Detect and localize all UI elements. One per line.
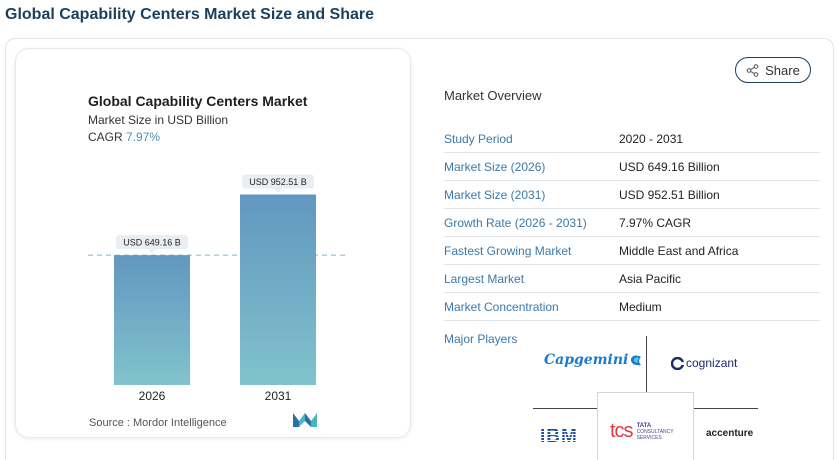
tcs-line-1: TATA xyxy=(636,422,652,429)
data-label-pointer xyxy=(274,188,282,193)
overview-row-label[interactable]: Market Size (2031) xyxy=(444,187,546,202)
share-button[interactable]: Share xyxy=(735,57,811,83)
overview-row-value: USD 649.16 Billion xyxy=(619,159,720,174)
overview-row-label[interactable]: Market Concentration xyxy=(444,299,559,314)
players-divider-vertical xyxy=(646,336,647,392)
overview-row: Fastest Growing Market Middle East and Af… xyxy=(444,237,820,265)
cagr-value: 7.97% xyxy=(126,130,161,144)
capgemini-logo-text: Capgemini xyxy=(544,352,629,368)
overview-row-value: Asia Pacific xyxy=(619,271,682,286)
share-icon xyxy=(746,63,759,77)
overview-row: Market Size (2031) USD 952.51 Billion xyxy=(444,181,820,209)
overview-row-label[interactable]: Study Period xyxy=(444,131,513,146)
page-title: Global Capability Centers Market Size an… xyxy=(5,6,374,23)
players-divider-right xyxy=(694,408,758,409)
overview-row: Largest Market Asia Pacific xyxy=(444,265,820,293)
data-label-background xyxy=(242,174,314,189)
overview-row-value: Middle East and Africa xyxy=(619,243,739,258)
accenture-logo: accenture xyxy=(706,428,753,439)
mordor-logo-icon xyxy=(293,413,317,427)
overview-row-value: Medium xyxy=(619,299,662,314)
data-label-pointer xyxy=(148,249,156,254)
tcs-line-3: SERVICES xyxy=(636,434,662,441)
major-players-label: Major Players xyxy=(444,332,518,346)
market-overview-title: Market Overview xyxy=(444,88,542,103)
x-tick-label: 2031 xyxy=(265,389,292,403)
overview-row: Growth Rate (2026 - 2031) 7.97% CAGR xyxy=(444,209,820,237)
accenture-logo-text: accenture xyxy=(706,428,754,439)
ibm-logo-text: IBM xyxy=(540,426,578,447)
data-label: USD 649.16 B xyxy=(123,238,181,248)
cognizant-icon xyxy=(671,356,684,370)
share-label: Share xyxy=(765,62,800,78)
overview-row: Market Concentration Medium xyxy=(444,293,820,321)
ibm-logo: IBM xyxy=(540,426,578,448)
source-note: Source : Mordor Intelligence xyxy=(89,417,227,429)
chart-subtitle: Market Size in USD Billion xyxy=(88,113,229,127)
bar-2026 xyxy=(114,255,190,385)
capgemini-logo: Capgemini xyxy=(544,352,643,368)
tcs-logo-text: tcs xyxy=(610,420,634,442)
data-label-background xyxy=(116,235,188,250)
x-tick-label: 2026 xyxy=(139,389,166,403)
bar-2031 xyxy=(240,194,316,385)
overview-row: Market Size (2026) USD 649.16 Billion xyxy=(444,153,820,181)
overview-row-value: 7.97% CAGR xyxy=(619,215,692,230)
overview-row: Study Period 2020 - 2031 xyxy=(444,125,820,153)
overview-row-label[interactable]: Market Size (2026) xyxy=(444,159,546,174)
overview-row-label[interactable]: Largest Market xyxy=(444,271,525,286)
overview-row-label[interactable]: Growth Rate (2026 - 2031) xyxy=(444,215,587,230)
chart-title: Global Capability Centers Market xyxy=(88,93,308,109)
players-divider-left xyxy=(533,408,597,409)
tcs-logo-box: tcs TATA CONSULTANCY SERVICES xyxy=(597,392,694,460)
overview-row-label[interactable]: Fastest Growing Market xyxy=(444,243,572,258)
overview-row-value: 2020 - 2031 xyxy=(619,131,684,146)
bar-chart: USD 649.16 B 2026 USD 952.51 B 2031 xyxy=(88,174,346,403)
chart-card: Global Capability Centers Market Market … xyxy=(15,48,411,438)
overview-row-value: USD 952.51 Billion xyxy=(619,187,720,202)
chart-cagr: CAGR 7.97% xyxy=(88,130,160,144)
cognizant-logo: cognizant xyxy=(671,356,737,370)
capgemini-spade-icon xyxy=(631,355,642,366)
cagr-label: CAGR xyxy=(88,130,123,144)
cognizant-logo-text: cognizant xyxy=(686,356,738,370)
data-label: USD 952.51 B xyxy=(249,177,307,187)
tcs-line-2: CONSULTANCY xyxy=(636,428,674,435)
